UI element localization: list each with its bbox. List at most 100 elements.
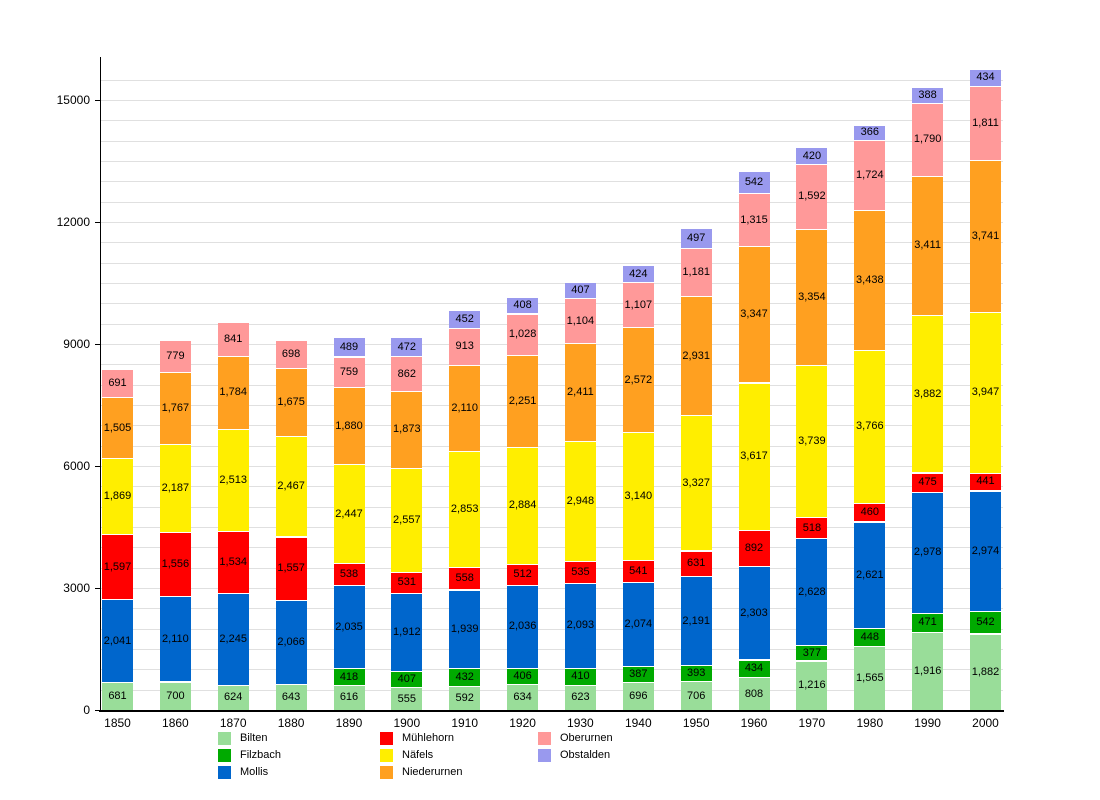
segment-value-label: 681 xyxy=(108,690,127,703)
bar-segment-mhlehorn: 631 xyxy=(680,550,712,577)
bar-segment-nfels: 1,869 xyxy=(102,458,133,535)
segment-value-label: 1,790 xyxy=(913,133,942,146)
gridline xyxy=(100,649,1003,650)
segment-value-label: 616 xyxy=(339,691,359,704)
bar-segment-mhlehorn: 512 xyxy=(507,564,539,585)
legend-label: Bilten xyxy=(240,732,268,744)
bar-segment-obstalden: 489 xyxy=(333,336,365,357)
segment-value-label: 2,093 xyxy=(566,619,595,632)
gridline xyxy=(100,364,1003,366)
bar-segment-niederurnen: 2,931 xyxy=(680,296,712,416)
bar-segment-obstalden: 388 xyxy=(912,87,944,104)
segment-value-label: 1,557 xyxy=(277,562,305,575)
legend-item-filzbach: Filzbach xyxy=(218,747,281,764)
y-axis-tick xyxy=(95,466,100,467)
bar-segment-obstalden: 407 xyxy=(564,281,596,299)
bar-segment-obstalden: 434 xyxy=(970,68,1001,87)
legend-item-niederurnen: Niederurnen xyxy=(380,764,463,781)
bar-segment-mhlehorn: 1,534 xyxy=(217,530,249,594)
y-axis-tick-label: 6000 xyxy=(63,459,90,473)
bar-segment-mollis: 2,628 xyxy=(796,538,828,646)
segment-value-label: 535 xyxy=(571,565,590,578)
bar-segment-nfels: 2,948 xyxy=(564,441,596,562)
bar-segment-nfels: 3,739 xyxy=(796,365,828,518)
segment-value-label: 1,880 xyxy=(335,419,363,432)
bar-segment-filzbach: 434 xyxy=(738,659,770,678)
legend-color-swatch xyxy=(538,732,551,745)
x-axis-tick-label: 1890 xyxy=(335,716,363,730)
segment-value-label: 808 xyxy=(744,687,764,700)
gridline xyxy=(100,628,1003,630)
x-axis-tick-label: 1870 xyxy=(219,716,247,730)
segment-value-label: 407 xyxy=(397,673,416,686)
segment-value-label: 475 xyxy=(918,476,937,489)
legend-item-nfels: Näfels xyxy=(380,747,463,764)
legend-column: Mühlehorn Näfels Niederurnen xyxy=(380,730,463,781)
segment-value-label: 2,245 xyxy=(219,632,247,645)
segment-value-label: 1,534 xyxy=(219,556,247,569)
x-axis-line xyxy=(99,710,1004,712)
segment-value-label: 1,784 xyxy=(219,386,247,399)
gridline xyxy=(100,222,1003,223)
legend-label: Filzbach xyxy=(240,749,281,761)
bar-segment-filzbach: 418 xyxy=(333,668,365,685)
bar-segment-mhlehorn: 531 xyxy=(391,571,423,594)
bar-segment-oberurnen: 1,315 xyxy=(738,192,770,247)
gridline xyxy=(100,486,1003,488)
gridline xyxy=(100,79,1003,81)
legend-item-oberurnen: Oberurnen xyxy=(538,730,613,747)
segment-value-label: 892 xyxy=(744,541,764,554)
gridline xyxy=(100,323,1003,325)
segment-value-label: 441 xyxy=(976,475,995,488)
bar-segment-bilten: 616 xyxy=(333,684,365,710)
segment-value-label: 624 xyxy=(224,691,243,704)
bar-segment-bilten: 1,916 xyxy=(912,632,944,710)
segment-value-label: 2,978 xyxy=(913,546,942,559)
legend-label: Mühlehorn xyxy=(402,732,454,744)
bar-segment-filzbach: 387 xyxy=(622,666,654,682)
legend-label: Obstalden xyxy=(560,749,611,761)
segment-value-label: 706 xyxy=(687,689,706,702)
segment-value-label: 3,766 xyxy=(856,420,884,433)
bar-segment-niederurnen: 3,438 xyxy=(854,209,886,350)
bar-segment-niederurnen: 3,354 xyxy=(796,228,828,366)
bar-segment-niederurnen: 1,880 xyxy=(333,387,365,464)
y-axis-line xyxy=(100,57,101,710)
segment-value-label: 1,505 xyxy=(103,421,132,434)
segment-value-label: 538 xyxy=(339,568,359,581)
segment-value-label: 2,187 xyxy=(161,481,190,494)
bar-segment-oberurnen: 1,790 xyxy=(912,103,944,176)
x-axis-tick-label: 1900 xyxy=(393,716,421,730)
segment-value-label: 2,931 xyxy=(682,349,710,362)
bar-segment-oberurnen: 1,811 xyxy=(970,86,1001,160)
bar-segment-bilten: 808 xyxy=(738,677,770,710)
segment-value-label: 698 xyxy=(281,347,301,360)
segment-value-label: 3,438 xyxy=(856,273,884,286)
segment-value-label: 471 xyxy=(918,616,937,629)
bar-segment-oberurnen: 1,107 xyxy=(622,282,654,328)
segment-value-label: 1,912 xyxy=(393,625,421,638)
bar-segment-obstalden: 424 xyxy=(622,265,654,283)
segment-value-label: 434 xyxy=(744,662,764,675)
segment-value-label: 1,592 xyxy=(798,190,826,203)
bar-segment-mollis: 2,035 xyxy=(333,585,365,668)
bar-segment-bilten: 706 xyxy=(680,681,712,710)
segment-value-label: 541 xyxy=(629,564,648,577)
segment-value-label: 1,597 xyxy=(103,560,132,573)
gridline xyxy=(100,161,1003,162)
bar-segment-mollis: 2,245 xyxy=(217,593,249,685)
segment-value-label: 3,741 xyxy=(971,229,1000,242)
segment-value-label: 387 xyxy=(629,667,648,680)
bar-segment-oberurnen: 779 xyxy=(159,340,191,372)
legend-color-swatch xyxy=(218,749,231,762)
gridline xyxy=(100,669,1003,671)
segment-value-label: 2,621 xyxy=(856,568,884,581)
bar-segment-nfels: 3,882 xyxy=(912,314,944,473)
segment-value-label: 418 xyxy=(339,670,359,683)
segment-value-label: 3,947 xyxy=(971,386,1000,399)
x-axis-tick-label: 1910 xyxy=(451,716,479,730)
legend-item-obstalden: Obstalden xyxy=(538,747,613,764)
bar-segment-mollis: 1,912 xyxy=(391,593,423,671)
bar-segment-niederurnen: 2,572 xyxy=(622,327,654,432)
bar-segment-bilten: 1,216 xyxy=(796,660,828,710)
